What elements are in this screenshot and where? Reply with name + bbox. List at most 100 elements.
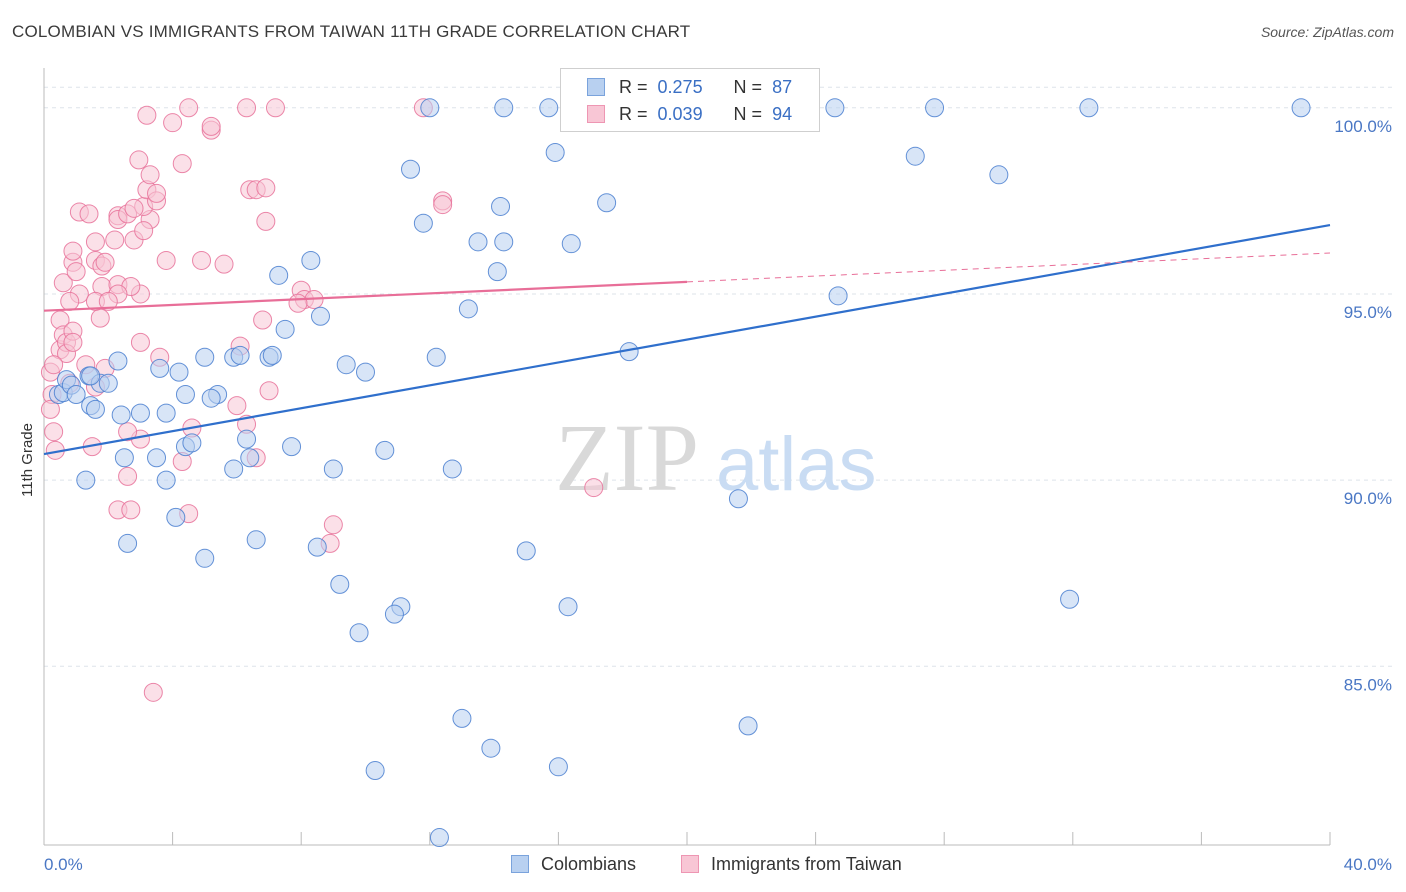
data-point (545, 142, 565, 162)
bottom-legend-taiwan[interactable]: Immigrants from Taiwan (681, 852, 902, 876)
legend-swatch-blue (511, 855, 529, 873)
data-point (468, 232, 488, 252)
data-point (301, 250, 321, 270)
legend-label: Colombians (541, 853, 637, 874)
blue-points (48, 98, 1311, 848)
data-point (66, 384, 86, 404)
data-point (63, 332, 83, 352)
data-point (172, 154, 192, 174)
legend-n-label: N = (733, 76, 763, 97)
source-label: Source: ZipAtlas.com (1260, 24, 1394, 40)
data-point (105, 230, 125, 250)
data-point (201, 116, 221, 136)
data-point (323, 515, 343, 535)
data-point (60, 291, 80, 311)
data-point (240, 448, 260, 468)
bottom-legend-colombians[interactable]: Colombians (511, 852, 636, 876)
trend-line-taiwan (43, 280, 688, 312)
data-point (166, 507, 186, 527)
data-point (147, 448, 167, 468)
data-point (275, 319, 295, 339)
data-point (825, 98, 845, 118)
data-point (44, 355, 64, 375)
data-point (494, 232, 514, 252)
data-point (905, 146, 925, 166)
data-point (925, 98, 945, 118)
data-point (147, 183, 167, 203)
watermark-zip: ZIP (555, 404, 699, 511)
data-point (214, 254, 234, 274)
data-point (85, 399, 105, 419)
watermark: ZIP atlas (555, 404, 877, 511)
x-tick-label: 40.0% (1344, 855, 1392, 874)
grid-lines (44, 86, 1394, 667)
trend-lines (43, 223, 1331, 456)
data-point (597, 193, 617, 213)
data-point (182, 433, 202, 453)
data-point (458, 299, 478, 319)
legend-r-label: R = (619, 76, 648, 97)
x-tick-label: 0.0% (44, 855, 83, 874)
data-point (40, 399, 60, 419)
data-point (63, 241, 83, 261)
data-point (81, 366, 101, 386)
data-point (356, 362, 375, 382)
data-point (516, 541, 536, 561)
data-point (349, 623, 369, 643)
legend-label: Immigrants from Taiwan (711, 853, 902, 874)
data-point (163, 113, 183, 133)
data-point (330, 574, 350, 594)
data-point (134, 221, 154, 241)
data-point (246, 530, 266, 550)
data-point (140, 165, 160, 185)
data-point (738, 716, 758, 736)
data-point (227, 396, 247, 416)
data-point (989, 165, 1009, 185)
data-point (494, 98, 514, 118)
data-point (429, 828, 449, 848)
data-point (224, 459, 244, 479)
data-point (118, 422, 138, 442)
legend-row-colombians: R = 0.275 N = 87 (561, 74, 792, 100)
data-point (175, 384, 195, 404)
legend-swatch-pink (587, 105, 605, 123)
data-point (491, 196, 511, 216)
data-point (44, 422, 64, 442)
legend-n-value: 87 (772, 76, 793, 97)
data-point (256, 178, 276, 198)
data-point (79, 204, 99, 224)
data-point (156, 470, 176, 490)
data-point (95, 252, 115, 272)
data-point (539, 98, 559, 118)
pink-points (40, 98, 604, 702)
data-point (288, 293, 308, 313)
data-point (259, 381, 279, 401)
axes (43, 68, 1331, 846)
data-point (118, 466, 138, 486)
data-point (195, 548, 215, 568)
legend-r-value: 0.039 (657, 103, 703, 124)
data-point (253, 310, 273, 330)
data-point (179, 98, 199, 118)
data-point (129, 150, 149, 170)
data-point (130, 332, 150, 352)
data-point (111, 405, 131, 425)
y-tick-label: 90.0% (1344, 489, 1392, 508)
data-point (269, 265, 289, 285)
data-point (401, 159, 421, 179)
data-point (262, 345, 282, 365)
data-point (130, 403, 150, 423)
legend-swatch-blue (587, 78, 605, 96)
data-point (548, 757, 568, 777)
data-point (433, 195, 453, 215)
trend-line-colombians (43, 223, 1331, 456)
data-point (828, 286, 848, 306)
y-tick-label: 100.0% (1334, 117, 1392, 136)
data-point (114, 448, 134, 468)
data-point (420, 98, 440, 118)
data-point (728, 489, 748, 509)
data-point (195, 347, 215, 367)
data-point (98, 373, 118, 393)
legend-r-value: 0.275 (657, 76, 703, 97)
